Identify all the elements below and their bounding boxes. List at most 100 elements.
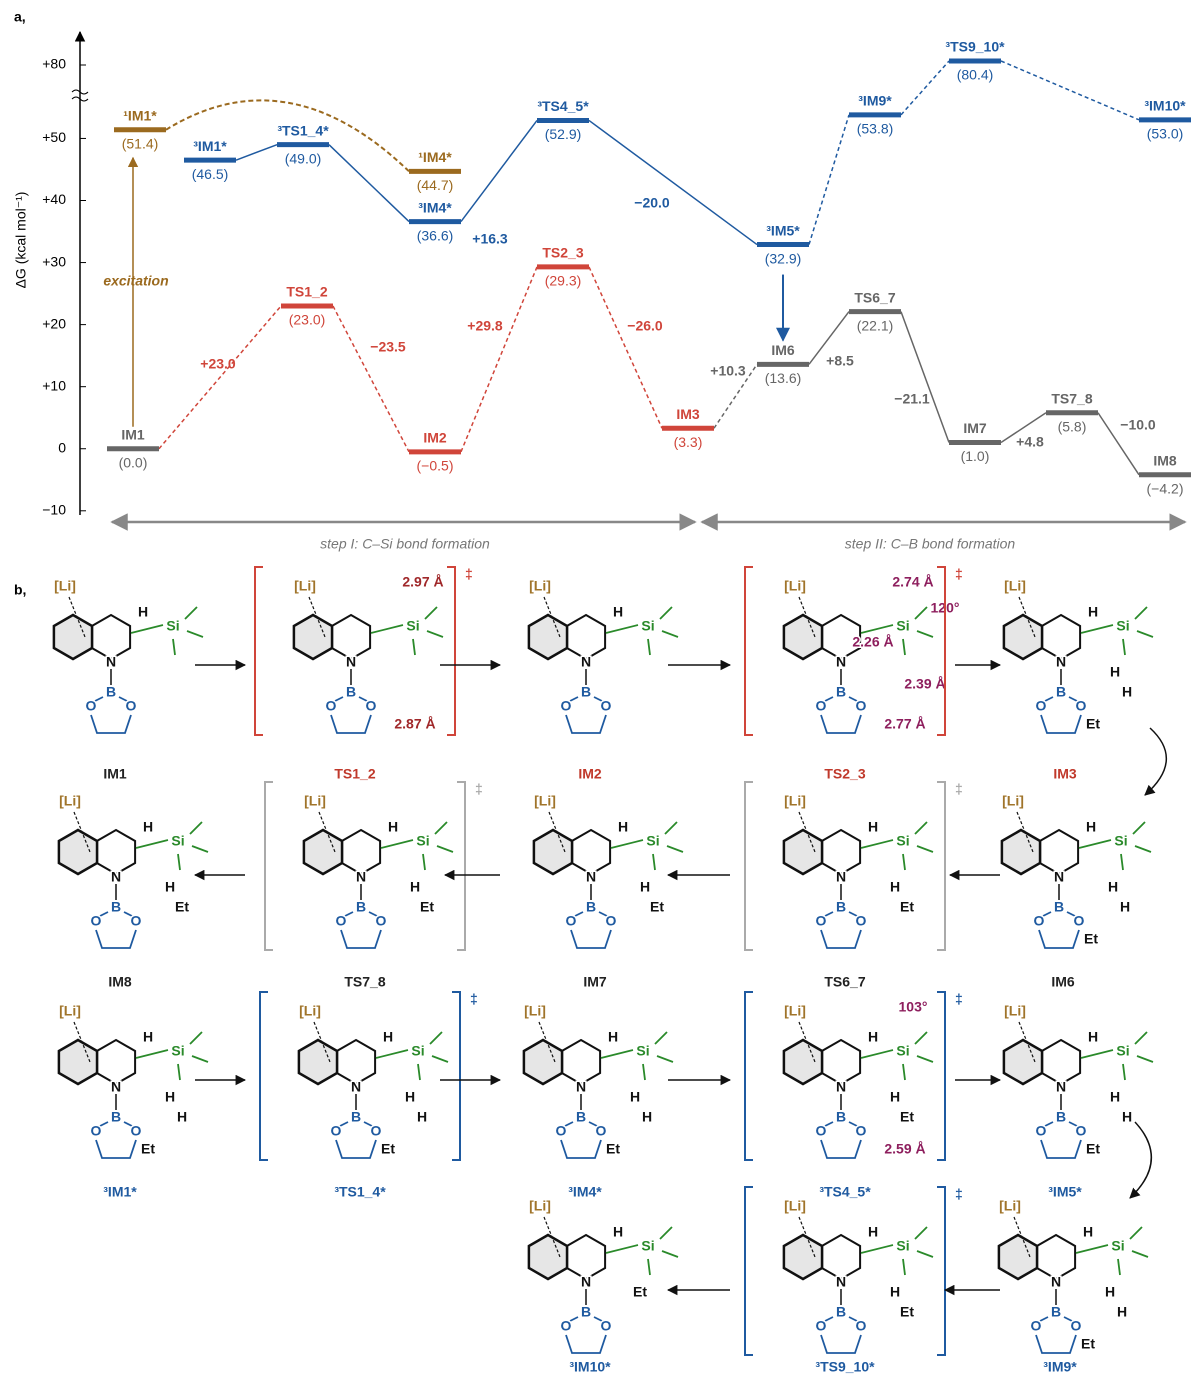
structure: [Li]NBOOSiHHHEt [1004, 578, 1153, 733]
atom-label: [Li] [784, 793, 806, 809]
atom-label: O [856, 913, 867, 929]
atom-label: O [1036, 1123, 1047, 1139]
connector [901, 61, 949, 115]
bracket [745, 782, 945, 950]
benzene-ring [299, 1040, 337, 1084]
atom-label: O [1034, 913, 1045, 929]
atom-label: B [581, 1304, 591, 1320]
atom-label: [Li] [54, 578, 76, 594]
level-value: (0.0) [119, 454, 148, 470]
energy-annotation: −21.1 [894, 391, 930, 407]
atom-label: H [143, 1029, 153, 1045]
level-value: (80.4) [957, 67, 994, 83]
level-label: ³IM9* [858, 93, 892, 109]
atom-label: Si [641, 1238, 654, 1254]
atom-label: O [606, 913, 617, 929]
step-label: step I: C–Si bond formation [320, 536, 490, 552]
structure: [Li]NBOOSiHHHEt [1004, 1003, 1153, 1158]
level-label: ³IM1* [193, 138, 227, 154]
atom-label: Si [896, 618, 909, 634]
y-tick-label: +30 [42, 253, 66, 269]
energy-annotation: −23.5 [370, 339, 406, 355]
level-label: IM3 [676, 406, 700, 422]
level-label: ³TS4_5* [537, 98, 589, 114]
atom-label: Si [646, 833, 659, 849]
structure-label: ³IM4* [568, 1184, 602, 1200]
atom-label: N [836, 1079, 846, 1095]
distance-label: 2.26 Å [852, 634, 893, 650]
connector [589, 120, 757, 244]
structure-label: IM3 [1053, 766, 1077, 782]
atom-label: Si [171, 833, 184, 849]
atom-label: H [1122, 1109, 1132, 1125]
benzene-ring [1004, 1040, 1042, 1084]
level-value: (3.3) [674, 434, 703, 450]
connector [461, 120, 537, 221]
structure-label: IM1 [103, 766, 127, 782]
atom-label: Et [420, 899, 434, 915]
energy-annotation: +8.5 [826, 353, 854, 369]
hetero-ring [1042, 1040, 1080, 1084]
atom-label: [Li] [59, 793, 81, 809]
atom-label: B [576, 1109, 586, 1125]
hetero-ring [1040, 830, 1078, 874]
level-label: IM6 [771, 342, 795, 358]
level-label: ³TS1_4* [277, 122, 329, 138]
atom-label: Si [416, 833, 429, 849]
atom-label: Et [900, 1304, 914, 1320]
level-label: ³IM10* [1144, 98, 1186, 114]
energy-annotation: +29.8 [467, 318, 503, 334]
atom-label: H [640, 879, 650, 895]
level-value: (53.8) [857, 121, 894, 137]
ts-symbol: ‡ [955, 991, 963, 1007]
structure-label: IM6 [1051, 974, 1075, 990]
benzene-ring [524, 1040, 562, 1084]
structure: [Li]NBOOSiHHEt‡ [745, 781, 963, 950]
hetero-ring [572, 830, 610, 874]
atom-label: B [581, 684, 591, 700]
connector [461, 267, 537, 452]
hetero-ring [332, 615, 370, 659]
atom-label: O [86, 698, 97, 714]
atom-label: H [143, 819, 153, 835]
atom-label: B [836, 899, 846, 915]
atom-label: Et [900, 1109, 914, 1125]
atom-label: [Li] [784, 578, 806, 594]
structure: [Li]NBOOSiH [529, 578, 678, 733]
structure-label: ³IM9* [1043, 1359, 1077, 1375]
atom-label: O [131, 1123, 142, 1139]
structure: [Li]NBOOSiHHHEt [59, 1003, 208, 1158]
atom-label: Et [650, 899, 664, 915]
level-label: ³IM4* [418, 199, 452, 215]
distance-label: 2.97 Å [402, 574, 443, 590]
atom-label: H [1117, 1304, 1127, 1320]
hetero-ring [822, 1235, 860, 1279]
reaction-arrow [1145, 728, 1166, 795]
atom-label: B [586, 899, 596, 915]
atom-label: O [1036, 698, 1047, 714]
energy-annotation: −26.0 [627, 318, 663, 334]
hetero-ring [822, 1040, 860, 1084]
level-value: (52.9) [545, 126, 582, 142]
atom-label: H [868, 819, 878, 835]
hetero-ring [567, 1235, 605, 1279]
bracket [745, 567, 945, 735]
y-tick-label: +50 [42, 129, 66, 145]
structure-label: ³TS1_4* [334, 1184, 386, 1200]
level-value: (53.0) [1147, 126, 1184, 142]
ts-symbol: ‡ [465, 566, 473, 582]
structure-label: IM2 [578, 766, 602, 782]
level-value: (29.3) [545, 273, 582, 289]
structure-label: ³IM1* [103, 1184, 137, 1200]
atom-label: H [410, 879, 420, 895]
benzene-ring [529, 615, 567, 659]
atom-label: O [91, 913, 102, 929]
atom-label: [Li] [529, 578, 551, 594]
atom-label: B [836, 1109, 846, 1125]
ts-symbol: ‡ [470, 991, 478, 1007]
atom-label: O [331, 1123, 342, 1139]
atom-label: H [890, 1089, 900, 1105]
